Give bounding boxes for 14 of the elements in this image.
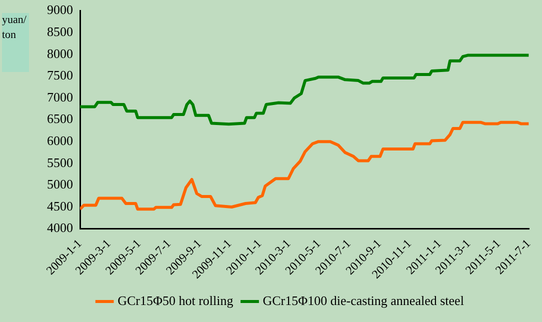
y-tick-label: 7500 xyxy=(47,68,73,83)
y-tick-label: 8000 xyxy=(47,46,73,61)
y-tick-label: 6500 xyxy=(47,111,73,126)
y-tick-label: 8500 xyxy=(47,24,73,40)
y-tick-label: 5500 xyxy=(47,154,73,170)
y-tick-label: 6000 xyxy=(47,133,73,148)
y-tick-label: 4000 xyxy=(47,220,73,236)
y-tick-label: 9000 xyxy=(47,2,73,18)
legend-label: GCr15Φ50 hot rolling xyxy=(118,292,234,308)
y-tick-label: 5000 xyxy=(47,176,73,192)
y-tick-label: 4500 xyxy=(47,198,73,214)
y-tick-label: 7000 xyxy=(47,89,73,104)
legend-label: GCr15Φ100 die-casting annealed steel xyxy=(262,292,464,308)
y-axis-title: yuan/ton xyxy=(2,13,29,72)
